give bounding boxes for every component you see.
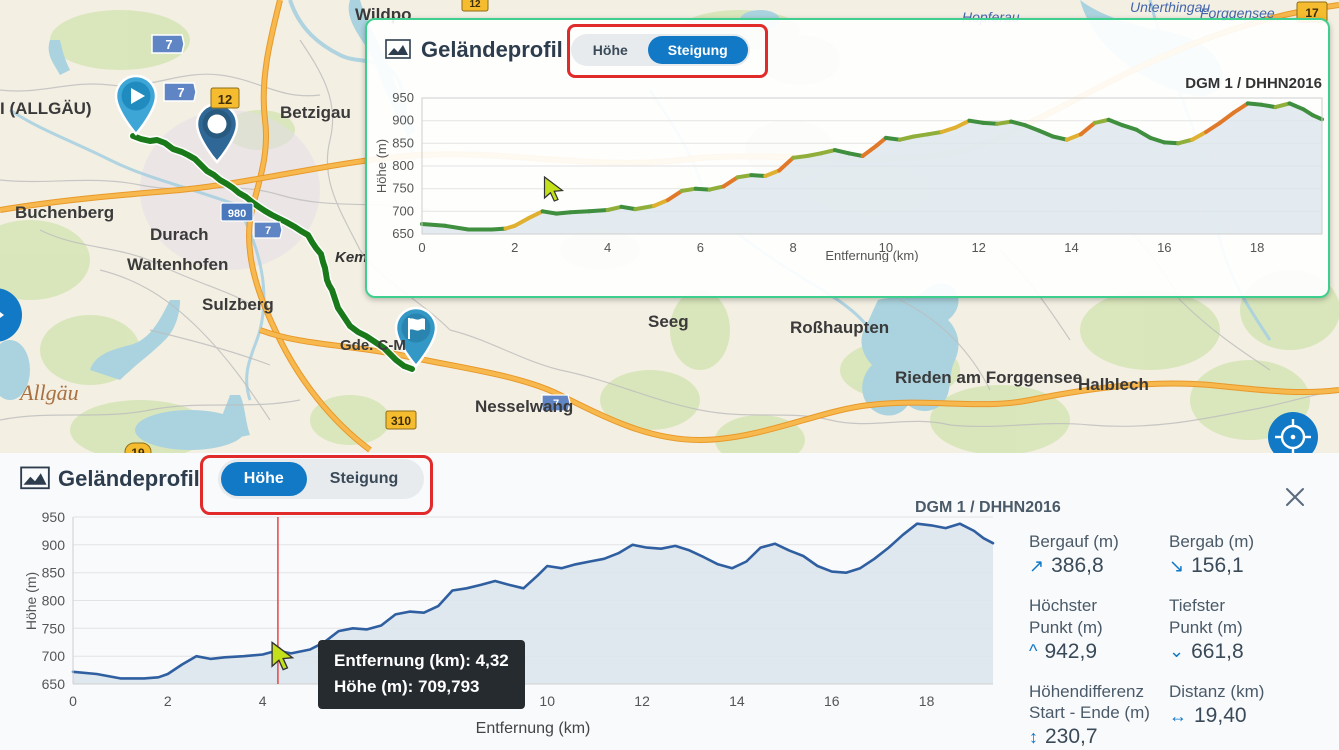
svg-text:18: 18 [919, 693, 935, 709]
svg-text:Nesselwang: Nesselwang [475, 397, 573, 416]
svg-text:900: 900 [42, 537, 66, 553]
svg-text:800: 800 [392, 158, 414, 173]
svg-text:Entfernung (km): Entfernung (km) [476, 720, 591, 737]
svg-text:Gde. C-M: Gde. C-M [340, 337, 406, 354]
svg-text:10: 10 [539, 693, 555, 709]
svg-text:Waltenhofen: Waltenhofen [127, 255, 228, 274]
svg-text:6: 6 [697, 240, 704, 255]
svg-text:310: 310 [391, 414, 411, 428]
svg-text:Höhe (m): Höhe (m) [23, 572, 39, 630]
svg-text:Halblech: Halblech [1078, 375, 1149, 394]
svg-text:850: 850 [42, 565, 66, 581]
svg-text:Betzigau: Betzigau [280, 103, 351, 122]
svg-text:750: 750 [392, 181, 414, 196]
svg-text:980: 980 [228, 208, 246, 220]
svg-text:18: 18 [1250, 240, 1264, 255]
svg-text:Rieden am Forggensee: Rieden am Forggensee [895, 368, 1082, 387]
svg-text:Seeg: Seeg [648, 312, 689, 331]
svg-text:12: 12 [469, 0, 481, 10]
svg-text:0: 0 [418, 240, 425, 255]
svg-text:Sulzberg: Sulzberg [202, 295, 274, 314]
svg-text:700: 700 [392, 203, 414, 218]
svg-text:700: 700 [42, 648, 66, 664]
svg-text:16: 16 [824, 693, 840, 709]
svg-text:12: 12 [634, 693, 650, 709]
svg-text:2: 2 [164, 693, 172, 709]
svg-text:Unterthingau: Unterthingau [1130, 0, 1210, 15]
svg-text:650: 650 [392, 226, 414, 241]
svg-text:I (ALLGÄU): I (ALLGÄU) [0, 99, 92, 118]
svg-text:DGM 1 / DHHN2016: DGM 1 / DHHN2016 [1185, 75, 1322, 92]
svg-text:950: 950 [42, 509, 66, 525]
svg-text:0: 0 [69, 693, 77, 709]
svg-text:16: 16 [1157, 240, 1171, 255]
svg-text:Buchenberg: Buchenberg [15, 203, 114, 222]
svg-text:Durach: Durach [150, 225, 209, 244]
svg-text:Roßhaupten: Roßhaupten [790, 318, 889, 337]
svg-text:7: 7 [265, 225, 271, 237]
svg-text:850: 850 [392, 135, 414, 150]
svg-text:4: 4 [604, 240, 611, 255]
svg-text:Kem: Kem [335, 249, 368, 266]
svg-text:Höhe (m): Höhe (m) [374, 139, 389, 193]
svg-text:12: 12 [218, 92, 232, 107]
svg-text:12: 12 [971, 240, 985, 255]
svg-text:7: 7 [165, 37, 172, 52]
svg-text:8: 8 [789, 240, 796, 255]
svg-text:900: 900 [392, 113, 414, 128]
svg-text:650: 650 [42, 676, 66, 692]
svg-text:14: 14 [729, 693, 745, 709]
svg-text:7: 7 [177, 85, 184, 100]
svg-text:750: 750 [42, 620, 66, 636]
svg-text:4: 4 [259, 693, 267, 709]
svg-text:Entfernung (km): Entfernung (km) [825, 248, 918, 262]
svg-text:14: 14 [1064, 240, 1078, 255]
svg-text:2: 2 [511, 240, 518, 255]
svg-text:800: 800 [42, 593, 66, 609]
svg-text:Allgäu: Allgäu [18, 380, 79, 405]
svg-text:950: 950 [392, 90, 414, 105]
